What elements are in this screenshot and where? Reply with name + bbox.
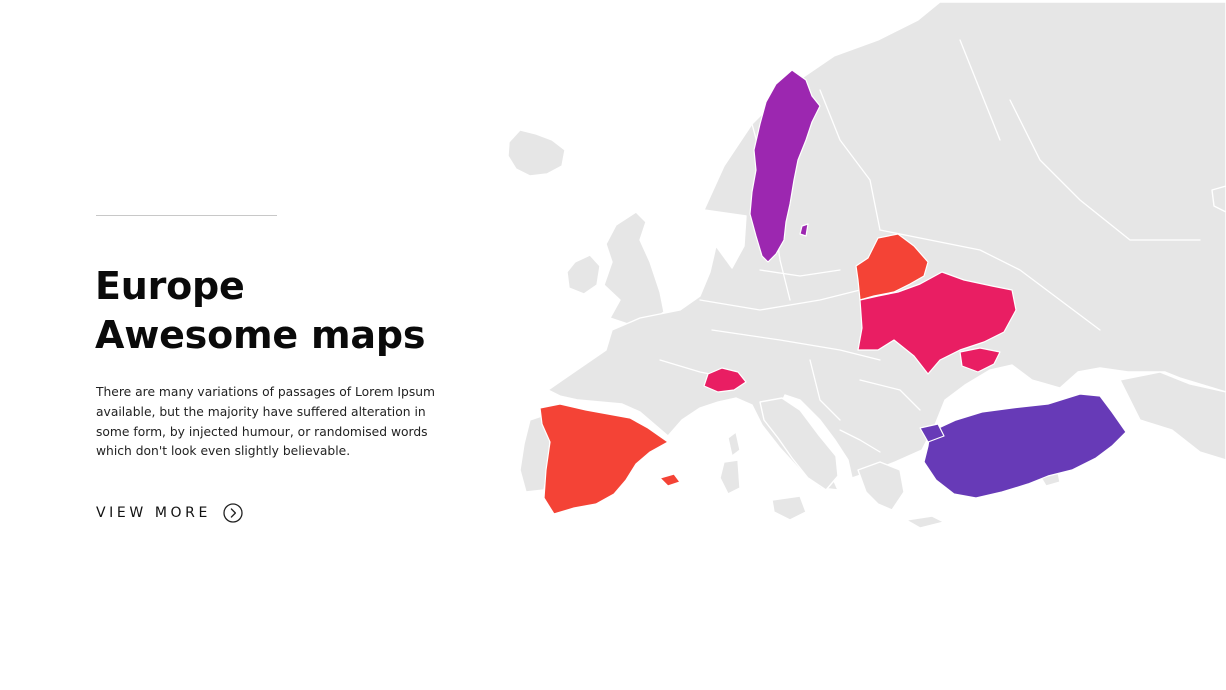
corsica-shape [727, 431, 741, 457]
country-ukraine [857, 271, 1017, 375]
view-more-button[interactable]: VIEW MORE [96, 503, 243, 523]
sicily-shape [771, 495, 807, 521]
view-more-label: VIEW MORE [96, 505, 211, 521]
sardinia-shape [719, 459, 741, 495]
title-line-1: Europe [95, 264, 245, 308]
country-belarus [855, 233, 929, 301]
greece-shape [857, 461, 905, 511]
portugal-shape [519, 414, 551, 493]
map-borders [659, 39, 1201, 453]
map-base-land [507, 1, 1226, 529]
country-spain [539, 403, 669, 515]
iceland-shape [507, 129, 566, 177]
cyprus-shape [1039, 471, 1061, 487]
country-turkey [923, 393, 1127, 499]
country-sweden [749, 69, 821, 263]
crete-shape [905, 515, 945, 529]
caucasus-shape [1119, 371, 1226, 461]
highlighted-countries [539, 69, 1127, 515]
country-ukraine-crimea [959, 347, 1001, 373]
country-turkey-thrace [919, 423, 945, 443]
great-britain-shape [603, 211, 665, 325]
country-switzerland [703, 367, 747, 393]
chevron-right-circle-icon [223, 503, 243, 523]
description-text: There are many variations of passages of… [96, 385, 436, 459]
ireland-shape [566, 254, 601, 295]
country-sweden-gotland [799, 223, 809, 237]
country-spain-balearic [659, 473, 681, 487]
mainland-europe-shape [547, 1, 1226, 491]
island-east-shape [1211, 185, 1226, 213]
italy-shape [759, 397, 839, 491]
page-title: Europe Awesome maps [95, 262, 425, 360]
title-line-2: Awesome maps [95, 313, 426, 357]
title-divider [96, 215, 277, 216]
